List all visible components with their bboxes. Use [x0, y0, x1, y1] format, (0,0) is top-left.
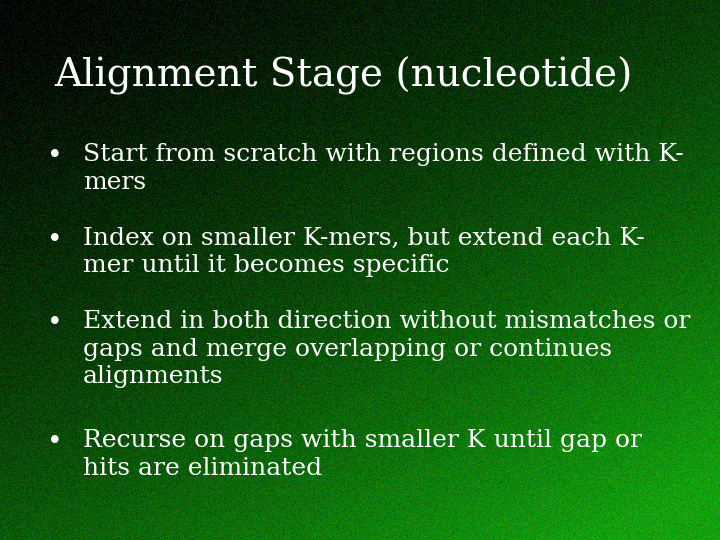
Text: Index on smaller K-mers, but extend each K-
mer until it becomes specific: Index on smaller K-mers, but extend each…: [83, 227, 644, 278]
Text: •: •: [47, 227, 63, 252]
Text: Start from scratch with regions defined with K-
mers: Start from scratch with regions defined …: [83, 143, 683, 194]
Text: •: •: [47, 429, 63, 454]
Text: •: •: [47, 310, 63, 335]
Text: Recurse on gaps with smaller K until gap or
hits are eliminated: Recurse on gaps with smaller K until gap…: [83, 429, 642, 480]
Text: •: •: [47, 143, 63, 168]
Text: Extend in both direction without mismatches or
gaps and merge overlapping or con: Extend in both direction without mismatc…: [83, 310, 690, 388]
Text: Alignment Stage (nucleotide): Alignment Stage (nucleotide): [54, 57, 632, 95]
